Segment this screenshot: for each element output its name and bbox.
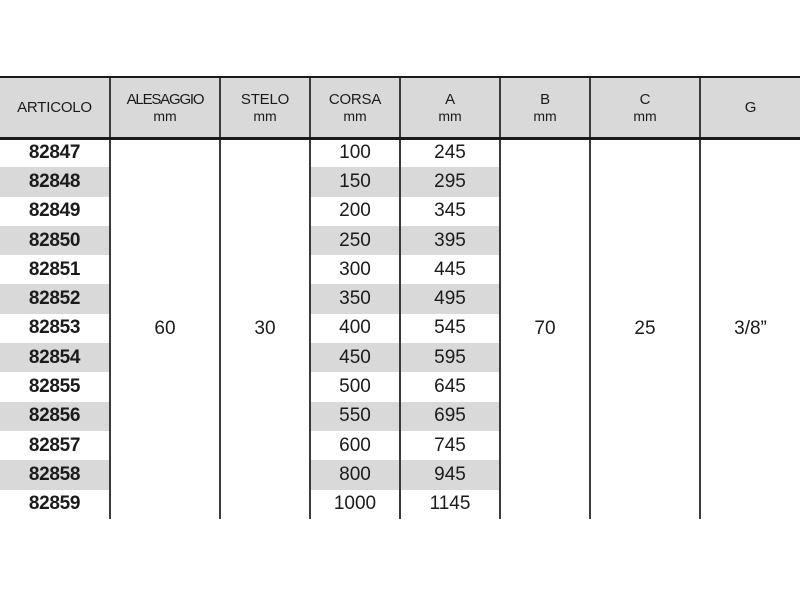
column-header-b-unit: mm: [533, 107, 557, 124]
cell-corsa: 400: [309, 313, 400, 344]
cell-articolo: 82854: [0, 343, 110, 373]
cell-corsa: 600: [309, 430, 400, 461]
cell-corsa: 200: [309, 196, 400, 226]
cell-corsa: 100: [309, 138, 400, 168]
column-header-alesaggio: ALESAGGIO mm: [109, 76, 220, 140]
table-header: ARTICOLO ALESAGGIO mm STELO mm CORSA mm …: [0, 76, 800, 140]
table-row: 82858 800 945: [0, 460, 800, 490]
cell-corsa: 550: [309, 401, 400, 431]
cell-stelo-merged: 30: [219, 138, 310, 519]
cell-corsa: 150: [309, 167, 400, 197]
table-row: 82856 550 695: [0, 401, 800, 431]
cell-articolo: 82849: [0, 196, 110, 226]
cell-corsa: 500: [309, 372, 400, 402]
cell-a: 445: [399, 255, 500, 285]
cell-articolo: 82850: [0, 225, 110, 256]
cell-articolo: 82859: [0, 489, 110, 519]
cell-alesaggio-merged: 60: [109, 138, 220, 519]
cell-a: 645: [399, 372, 500, 402]
column-header-g-label: G: [744, 98, 757, 116]
cell-articolo: 82857: [0, 430, 110, 461]
column-header-corsa-label: CORSA: [328, 90, 382, 108]
table-row: 82855 500 645: [0, 372, 800, 402]
cell-a: 395: [399, 225, 500, 256]
table-row: 82852 350 495: [0, 284, 800, 314]
column-header-a-unit: mm: [438, 107, 462, 124]
cell-articolo: 82852: [0, 284, 110, 314]
table-row: 82854 450 595: [0, 343, 800, 373]
cell-c-merged: 25: [589, 138, 700, 519]
cell-articolo: 82853: [0, 313, 110, 344]
cell-a: 495: [399, 284, 500, 314]
cell-articolo: 82851: [0, 255, 110, 285]
table-row: 82851 300 445: [0, 255, 800, 285]
cell-corsa: 250: [309, 225, 400, 256]
cell-corsa: 350: [309, 284, 400, 314]
table-row: 82848 150 295: [0, 167, 800, 197]
column-header-c-label: C: [639, 90, 651, 108]
column-header-a-label: A: [445, 90, 455, 108]
column-header-stelo-label: STELO: [240, 90, 290, 108]
cell-articolo: 82856: [0, 401, 110, 431]
header-row: ARTICOLO ALESAGGIO mm STELO mm CORSA mm …: [0, 76, 800, 140]
product-specification-table: ARTICOLO ALESAGGIO mm STELO mm CORSA mm …: [0, 76, 800, 519]
cell-a: 595: [399, 343, 500, 373]
column-header-corsa-unit: mm: [343, 107, 367, 124]
column-header-c: C mm: [589, 76, 700, 140]
cell-a: 545: [399, 313, 500, 344]
cell-a: 345: [399, 196, 500, 226]
cell-a: 245: [399, 138, 500, 168]
table-row: 82853 400 545: [0, 313, 800, 344]
table-row: 82857 600 745: [0, 430, 800, 461]
table-row: 82847 60 30 100 245 70 25 3/8”: [0, 138, 800, 519]
cell-a: 695: [399, 401, 500, 431]
table-body: 82847 60 30 100 245 70 25 3/8” 82848 150 295 82849 2…: [0, 138, 800, 519]
column-header-corsa: CORSA mm: [309, 76, 400, 140]
cell-corsa: 1000: [309, 489, 400, 519]
table-row: 82859 1000 1145: [0, 489, 800, 519]
cell-articolo: 82858: [0, 460, 110, 490]
cell-articolo: 82848: [0, 167, 110, 197]
cell-articolo: 82855: [0, 372, 110, 402]
column-header-c-unit: mm: [633, 107, 657, 124]
cell-corsa: 800: [309, 460, 400, 490]
column-header-alesaggio-unit: mm: [153, 107, 177, 124]
column-header-articolo: ARTICOLO: [0, 76, 110, 140]
cell-corsa: 300: [309, 255, 400, 285]
cell-a: 1145: [399, 489, 500, 519]
column-header-b: B mm: [499, 76, 590, 140]
column-header-g: G: [699, 76, 800, 140]
table-row: 82850 250 395: [0, 225, 800, 256]
column-header-articolo-label: ARTICOLO: [17, 98, 92, 116]
column-header-stelo-unit: mm: [253, 107, 277, 124]
column-header-stelo: STELO mm: [219, 76, 310, 140]
table-row: 82849 200 345: [0, 196, 800, 226]
cell-g-merged: 3/8”: [699, 138, 800, 519]
cell-articolo: 82847: [0, 138, 110, 168]
cell-b-merged: 70: [499, 138, 590, 519]
column-header-a: A mm: [399, 76, 500, 140]
cell-a: 745: [399, 430, 500, 461]
cell-a: 295: [399, 167, 500, 197]
column-header-b-label: B: [540, 90, 550, 108]
column-header-alesaggio-label: ALESAGGIO: [126, 90, 205, 108]
cell-corsa: 450: [309, 343, 400, 373]
cell-a: 945: [399, 460, 500, 490]
